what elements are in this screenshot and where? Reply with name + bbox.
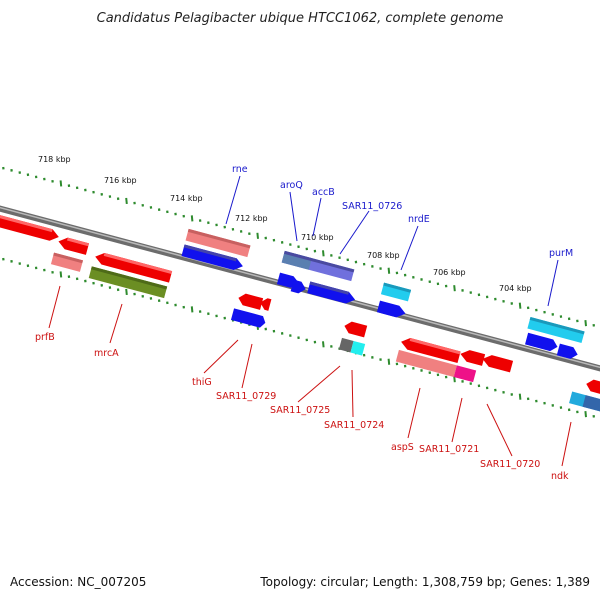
ruler-track-lower-tick bbox=[125, 288, 128, 296]
gene-arrow-blue-6 bbox=[525, 332, 558, 352]
genome-info-label: Topology: circular; Length: 1,308,759 bp… bbox=[259, 575, 590, 589]
reverse-gene-labels: prfB mrcA thiG SAR11_0729 SAR11_0725 SAR… bbox=[35, 332, 569, 482]
map-title: Candidatus Pelagibacter ubique HTCC1062,… bbox=[97, 11, 504, 26]
gene-prfB-arrow bbox=[50, 252, 84, 272]
ruler-track-lower-tick bbox=[322, 341, 325, 348]
kbp-label-712: 712 kbp bbox=[235, 214, 268, 223]
ruler-track-upper-tick bbox=[59, 180, 63, 187]
gene-label-SAR11-0726: SAR11_0726 bbox=[342, 201, 402, 212]
gene-aroQ-accB-0726 bbox=[281, 250, 355, 282]
gene-arrow-blue-4 bbox=[307, 281, 356, 304]
gene-arrow-red-small bbox=[260, 298, 272, 311]
gene-label-SAR11-0729: SAR11_0729 bbox=[216, 391, 276, 402]
ruler-track-upper-tick bbox=[256, 232, 259, 239]
gene-label-thiG: thiG bbox=[192, 377, 212, 388]
ruler-tracks bbox=[2, 166, 595, 418]
ruler-track-lower-tick bbox=[59, 271, 63, 278]
gene-label-rne: rne bbox=[232, 164, 248, 175]
gene-arrow-red-thiG bbox=[238, 293, 264, 310]
accession-label: Accession: NC_007205 bbox=[10, 575, 146, 589]
gene-label-aroQ: aroQ bbox=[280, 180, 303, 191]
gene-label-SAR11-0724: SAR11_0724 bbox=[324, 420, 384, 431]
ruler-labels: 718 kbp 716 kbp 714 kbp 712 kbp 710 kbp … bbox=[38, 155, 532, 293]
gene-arrow-blue-3 bbox=[290, 279, 306, 294]
kbp-label-714: 714 kbp bbox=[170, 194, 203, 203]
gene-label-ndk: ndk bbox=[551, 471, 569, 482]
ruler-track-upper-tick bbox=[453, 285, 456, 292]
ruler-track-upper-tick bbox=[584, 320, 587, 327]
gene-mrcA-arrow bbox=[88, 266, 168, 299]
gene-purM bbox=[527, 316, 585, 344]
gene-arrows bbox=[0, 213, 600, 413]
ruler-track-lower-tick bbox=[584, 411, 587, 418]
ruler-track-upper-tick bbox=[125, 197, 128, 205]
gene-arrow-red-2 bbox=[58, 237, 90, 255]
gene-arrow-blue-5 bbox=[376, 300, 406, 318]
gene-0725-0724 bbox=[338, 337, 366, 356]
gene-arrow-red-7 bbox=[482, 355, 514, 373]
label-leaders bbox=[48, 175, 572, 467]
ruler-track-upper-tick bbox=[190, 215, 194, 222]
gene-label-SAR11-0725: SAR11_0725 bbox=[270, 405, 330, 416]
ruler-track-lower-tick bbox=[387, 358, 391, 365]
gene-arrow-red-1 bbox=[0, 213, 59, 241]
gene-aspS-0721 bbox=[395, 349, 477, 383]
ruler-track-upper-tick bbox=[322, 250, 325, 257]
kbp-label-710: 710 kbp bbox=[301, 233, 334, 242]
gene-rne bbox=[185, 228, 251, 258]
gene-nrdE bbox=[380, 282, 412, 302]
gene-label-SAR11-0721: SAR11_0721 bbox=[419, 444, 479, 455]
gene-arrow-blue-1 bbox=[181, 244, 243, 271]
gene-label-purM: purM bbox=[549, 248, 573, 259]
gene-arrow-red-4 bbox=[344, 321, 368, 338]
gene-arrow-blue-7 bbox=[556, 343, 578, 359]
kbp-label-716: 716 kbp bbox=[104, 176, 137, 185]
ruler-track-lower-tick bbox=[518, 393, 522, 400]
gene-label-prfB: prfB bbox=[35, 332, 55, 343]
gene-ndk-arrow bbox=[569, 391, 600, 413]
gene-label-aspS: aspS bbox=[391, 442, 414, 453]
kbp-label-706: 706 kbp bbox=[433, 268, 466, 277]
ruler-track-upper-tick bbox=[387, 267, 391, 274]
gene-label-accB: accB bbox=[312, 187, 335, 198]
kbp-label-704: 704 kbp bbox=[499, 284, 532, 293]
gene-arrow-red-8 bbox=[586, 379, 600, 395]
kbp-label-718: 718 kbp bbox=[38, 155, 71, 164]
gene-label-SAR11-0720: SAR11_0720 bbox=[480, 459, 540, 470]
forward-gene-labels: rne aroQ accB SAR11_0726 nrdE purM bbox=[232, 164, 573, 259]
kbp-label-708: 708 kbp bbox=[367, 251, 400, 260]
ruler-track-lower-tick bbox=[453, 376, 456, 383]
gene-arrow-red-6 bbox=[460, 350, 486, 366]
ruler-track-upper-tick bbox=[518, 302, 522, 309]
gene-label-mrcA: mrcA bbox=[94, 348, 119, 359]
gene-arrow-blue-0729 bbox=[230, 308, 266, 328]
gene-arrow-red-3 bbox=[95, 252, 173, 283]
ruler-track-lower-tick bbox=[190, 306, 194, 313]
gene-arrow-red-5 bbox=[401, 337, 461, 364]
gene-label-nrdE: nrdE bbox=[408, 214, 430, 225]
